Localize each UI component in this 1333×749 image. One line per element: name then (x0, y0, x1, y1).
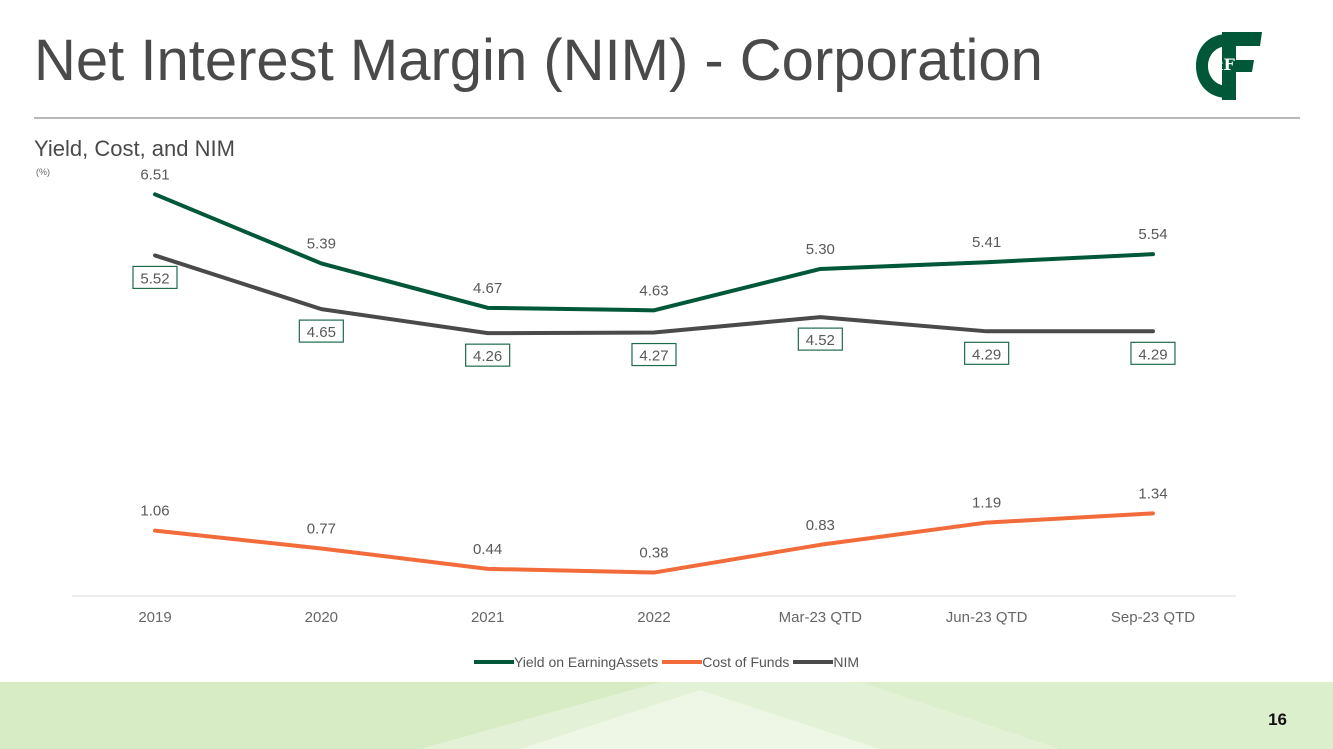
legend-item-yield: Yield on EarningAssets (473, 654, 659, 670)
data-label-nim: 4.29 (1138, 346, 1167, 363)
data-label-cost: 0.44 (473, 541, 502, 558)
chart-legend: Yield on EarningAssets Cost of Funds NIM (0, 654, 1333, 670)
legend-label-nim: NIM (833, 654, 860, 670)
data-label-nim: 5.52 (140, 270, 169, 287)
data-label-yield: 4.63 (639, 282, 668, 299)
data-label-yield: 5.54 (1138, 226, 1167, 243)
data-label-box-nim (132, 265, 178, 290)
series-line-yield (153, 192, 1155, 313)
x-tick-label: 2022 (637, 609, 670, 626)
logo-f-shape (1222, 32, 1262, 100)
data-label-yield: 5.30 (806, 241, 835, 258)
logo-c-shape (1196, 34, 1228, 98)
legend-swatch-yield (473, 660, 514, 664)
page-number: 16 (1268, 710, 1287, 729)
legend-item-nim: NIM (793, 654, 859, 670)
data-label-nim: 4.52 (806, 332, 835, 349)
data-label-yield: 5.41 (972, 234, 1001, 251)
data-label-nim: 4.29 (972, 346, 1001, 363)
data-label-yield: 5.39 (307, 235, 336, 252)
data-label-cost: 0.38 (639, 545, 668, 562)
data-label-nim: 4.65 (307, 324, 336, 341)
data-label-cost: 1.34 (1138, 485, 1167, 502)
footer-band (0, 682, 1333, 749)
x-tick-label: 2020 (305, 609, 338, 626)
data-label-cost: 1.19 (972, 495, 1001, 512)
x-tick-label: 2021 (471, 609, 504, 626)
legend-swatch-cost (662, 660, 703, 664)
unit-label: (%) (36, 167, 50, 177)
data-label-cost: 0.77 (307, 520, 336, 537)
data-label-yield: 4.67 (473, 280, 502, 297)
title-divider (34, 117, 1300, 119)
x-tick-label: Sep-23 QTD (1111, 609, 1195, 626)
company-logo: &F (1196, 32, 1262, 100)
data-label-cost: 0.83 (806, 517, 835, 534)
page-title: Net Interest Margin (NIM) - Corporation (34, 28, 1043, 93)
data-label-box-nim (465, 343, 511, 367)
data-label-box-nim (797, 327, 843, 351)
legend-item-cost: Cost of Funds (662, 654, 789, 670)
data-label-box-nim (964, 341, 1010, 365)
legend-label-cost: Cost of Funds (702, 654, 790, 670)
data-label-box-nim (631, 342, 677, 367)
x-tick-label: Jun-23 QTD (946, 609, 1028, 626)
data-label-box-nim (298, 319, 344, 343)
series-line-nim (153, 253, 1155, 336)
nim-line-chart: 2019 2020 2021 2022 Mar-23 QTD Jun-23 QTD Sep-… (72, 166, 1236, 626)
legend-label-yield: Yield on EarningAssets (513, 654, 659, 670)
data-label-nim: 4.26 (473, 348, 502, 365)
data-label-yield: 6.51 (140, 166, 169, 183)
x-tick-label: Mar-23 QTD (779, 609, 863, 626)
chart-subtitle: Yield, Cost, and NIM (34, 136, 235, 161)
data-label-box-nim (1130, 341, 1176, 365)
legend-swatch-nim (793, 660, 834, 664)
data-label-nim: 4.27 (639, 348, 668, 365)
x-tick-label: 2019 (138, 609, 171, 626)
data-label-cost: 1.06 (140, 503, 169, 520)
series-line-cost (153, 511, 1155, 575)
logo-ampersand: &F (1209, 55, 1235, 74)
